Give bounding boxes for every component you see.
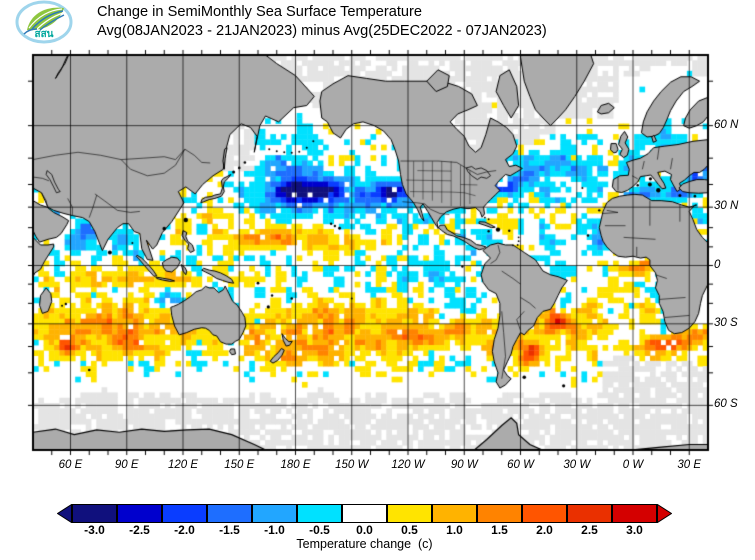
colorbar-tick-label: 0.5 [401,523,418,537]
lat-label: 0 [714,258,721,271]
haii-logo-text: สสน [34,29,54,40]
title-line-1: Change in SemiMonthly Sea Surface Temper… [97,4,423,20]
colorbar-segment [477,504,522,523]
colorbar [57,504,672,523]
colorbar-tick-label: 2.0 [536,523,553,537]
colorbar-tick-label: 0.0 [356,523,373,537]
lon-label: 60 W [507,459,534,471]
colorbar-segment [162,504,207,523]
lat-label: 30 S [714,316,738,329]
lon-label: 180 E [280,459,311,471]
colorbar-segment [432,504,477,523]
lon-label: 0 W [622,459,644,471]
lon-label: 60 E [58,459,83,471]
colorbar-title: Temperature change (c) [296,537,433,551]
colorbar-tick-label: -0.5 [309,523,330,537]
colorbar-segment [612,504,657,523]
lon-label: 120 E [167,459,199,471]
colorbar-tick-label: 3.0 [626,523,643,537]
colorbar-arrow-right-icon [657,504,672,523]
haii-logo: สสน [13,0,75,46]
colorbar-tick-label: -3.0 [84,523,105,537]
colorbar-tick-label: 2.5 [581,523,598,537]
lon-label: 150 W [335,459,369,471]
colorbar-segment [387,504,432,523]
lon-label: 90 W [450,459,478,471]
colorbar-tick-label: 1.5 [491,523,508,537]
lon-label: 120 W [391,459,425,471]
colorbar-tick-label: -2.0 [174,523,195,537]
colorbar-segment [522,504,567,523]
colorbar-tick-label: 1.0 [446,523,463,537]
leaf-logo-icon [15,0,73,44]
chart-title: Change in SemiMonthly Sea Surface Temper… [97,3,547,40]
colorbar-tick-label: -1.5 [219,523,240,537]
colorbar-tick-label: -1.0 [264,523,285,537]
colorbar-arrow-left-icon [57,504,72,523]
lat-label: 60 N [714,118,739,131]
lat-label: 60 S [714,398,738,411]
lon-label: 90 E [114,459,139,471]
colorbar-segment [207,504,252,523]
colorbar-tick-label: -2.5 [129,523,150,537]
colorbar-segment [117,504,162,523]
colorbar-segment [252,504,297,523]
colorbar-segment [72,504,117,523]
lon-label: 30 E [677,459,702,471]
lon-label: 30 W [563,459,591,471]
lat-label: 30 N [714,200,739,213]
colorbar-segment [567,504,612,523]
colorbar-segment [297,504,342,523]
colorbar-segment [342,504,387,523]
title-line-2: Avg(08JAN2023 - 21JAN2023) minus Avg(25D… [97,22,547,39]
sst-map-canvas [27,49,714,456]
lon-label: 150 E [224,459,255,471]
